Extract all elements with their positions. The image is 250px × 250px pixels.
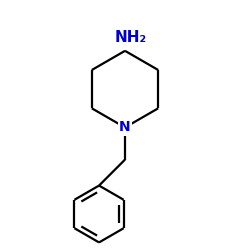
Text: N: N bbox=[119, 120, 131, 134]
Text: NH₂: NH₂ bbox=[115, 30, 147, 45]
